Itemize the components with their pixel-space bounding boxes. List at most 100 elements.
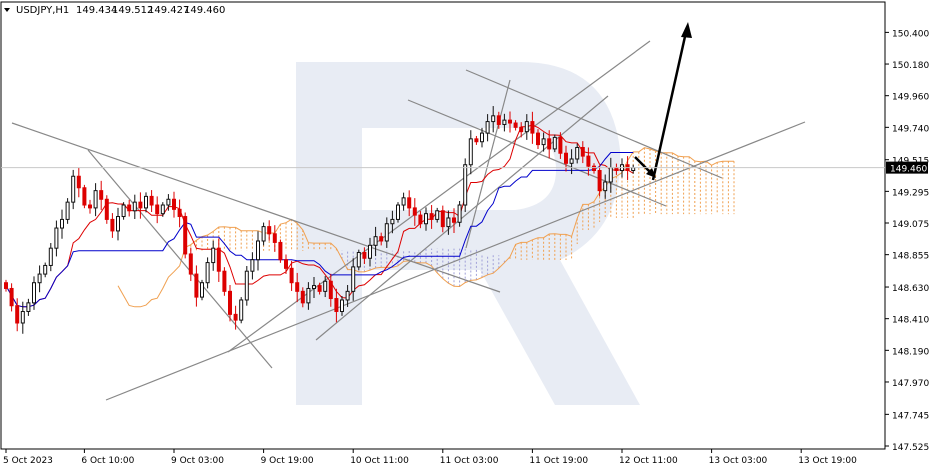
candle: [239, 297, 244, 324]
price-tick-label: 149.295: [892, 188, 929, 198]
candle: [177, 199, 182, 228]
time-tick-label: 6 Oct 10:00: [81, 456, 134, 466]
candle: [362, 247, 367, 264]
candle: [340, 295, 344, 316]
kijun-sen-line: [5, 152, 634, 308]
candle: [536, 129, 540, 150]
candle: [20, 301, 25, 334]
candle: [485, 114, 490, 142]
candle: [172, 191, 176, 218]
candle: [569, 149, 574, 175]
price-tick-label: 148.630: [892, 284, 929, 294]
candle: [328, 273, 333, 307]
candle: [446, 210, 451, 235]
candle: [412, 198, 417, 226]
trendline: [407, 99, 667, 207]
price-tick-label: 147.970: [892, 379, 929, 389]
candle: [48, 243, 53, 272]
candle: [312, 276, 316, 298]
price-axis: 150.400150.180149.960149.740149.515149.2…: [885, 29, 929, 453]
candle: [463, 158, 468, 212]
candle: [93, 183, 98, 217]
trendline: [11, 122, 501, 293]
chart-menu-triangle-icon[interactable]: [4, 8, 10, 12]
candle: [396, 202, 400, 223]
candle: [519, 122, 524, 138]
candle: [407, 190, 412, 217]
candle: [586, 147, 591, 176]
candle: [597, 165, 602, 197]
trendlines: [11, 40, 806, 401]
candle: [205, 257, 210, 289]
price-tick-label: 149.075: [892, 220, 929, 230]
time-tick-label: 9 Oct 19:00: [261, 456, 314, 466]
candle: [530, 111, 535, 144]
ohlc-close: 149.460: [184, 5, 225, 16]
time-tick-label: 13 Oct 19:00: [798, 456, 857, 466]
time-tick-label: 13 Oct 03:00: [709, 456, 768, 466]
price-tick-label: 147.525: [892, 443, 929, 453]
candle: [71, 169, 76, 210]
candle: [256, 231, 260, 271]
candle: [491, 106, 496, 133]
candle: [524, 114, 529, 140]
candle: [188, 247, 193, 282]
price-tick-label: 148.410: [892, 316, 929, 326]
candle: [334, 288, 339, 323]
candle: [110, 213, 115, 238]
candle: [603, 174, 608, 199]
trendline: [105, 121, 806, 401]
candle: [580, 141, 585, 164]
trendline: [227, 40, 651, 353]
senkou-span-a-line: [117, 147, 734, 308]
candle: [4, 279, 8, 292]
candle: [132, 194, 137, 220]
candle: [295, 272, 300, 303]
candle: [233, 305, 238, 330]
candles: [4, 106, 636, 334]
time-tick-label: 11 Oct 19:00: [529, 456, 588, 466]
candle: [211, 240, 216, 271]
forecast-arrow: [634, 22, 692, 181]
ohlc-low: 149.427: [148, 5, 189, 16]
candle: [160, 202, 165, 217]
candle: [323, 276, 328, 298]
candle: [480, 127, 484, 148]
time-tick-label: 12 Oct 11:00: [619, 456, 678, 466]
candle: [575, 143, 580, 164]
candle: [289, 260, 294, 291]
candle: [250, 252, 255, 280]
chart-header: USDJPY,H1 149.434 149.512 149.427 149.46…: [4, 5, 225, 16]
candle: [183, 212, 188, 259]
candle: [37, 265, 42, 293]
price-tick-label: 149.740: [892, 124, 929, 134]
price-tick-label: 149.960: [892, 93, 929, 103]
arrowhead-icon: [681, 22, 692, 38]
candle: [127, 199, 132, 217]
candle: [390, 210, 395, 234]
current-price-label: 149.460: [890, 165, 927, 175]
candle: [149, 190, 154, 212]
candle: [76, 167, 81, 198]
candle: [558, 132, 563, 159]
trendline: [465, 79, 511, 249]
candle: [401, 192, 406, 211]
time-axis: 5 Oct 2023 6 Oct 10:00 9 Oct 03:00 9 Oct 19…: [3, 449, 857, 466]
trendline: [465, 69, 723, 179]
time-tick-label: 5 Oct 2023: [3, 456, 53, 466]
price-tick-label: 150.400: [892, 29, 929, 39]
candle: [452, 208, 456, 234]
candle: [15, 298, 20, 332]
candle: [592, 163, 596, 174]
candle: [496, 111, 501, 129]
candle: [116, 207, 120, 241]
candle: [60, 209, 64, 239]
candle: [356, 249, 361, 271]
candle: [9, 283, 14, 312]
candle: [435, 207, 440, 223]
time-tick-label: 9 Oct 03:00: [171, 456, 224, 466]
price-tick-label: 148.855: [892, 252, 929, 262]
price-tick-label: 150.180: [892, 61, 929, 71]
